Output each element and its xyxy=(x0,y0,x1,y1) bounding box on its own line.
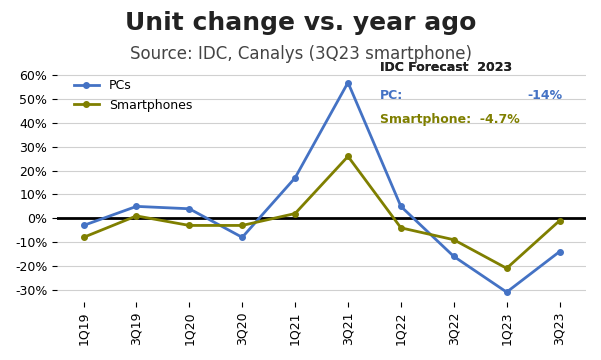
Text: Smartphone:  -4.7%: Smartphone: -4.7% xyxy=(380,113,519,126)
Text: -14%: -14% xyxy=(528,89,563,102)
Legend: PCs, Smartphones: PCs, Smartphones xyxy=(69,75,197,117)
Text: IDC Forecast  2023: IDC Forecast 2023 xyxy=(380,60,512,74)
Text: IDC Forecast  2023: IDC Forecast 2023 xyxy=(380,60,512,74)
Text: Source: IDC, Canalys (3Q23 smartphone): Source: IDC, Canalys (3Q23 smartphone) xyxy=(129,45,472,63)
Text: Unit change vs. year ago: Unit change vs. year ago xyxy=(125,11,476,35)
Text: PC:: PC: xyxy=(380,89,403,102)
